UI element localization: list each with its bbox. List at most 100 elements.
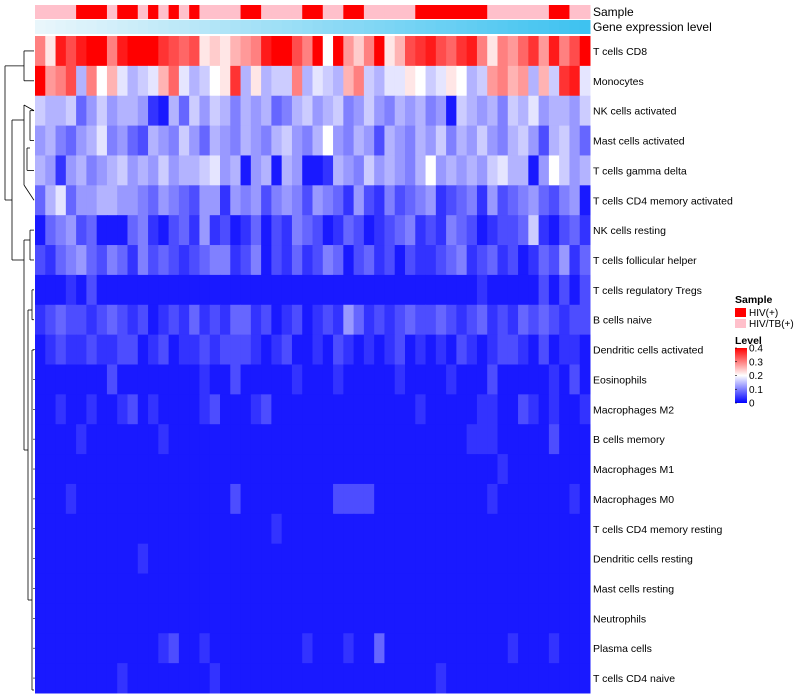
legend-hivtb-label: HIV/TB(+) bbox=[749, 319, 794, 330]
heatmap-cell bbox=[343, 573, 355, 604]
heatmap-cell bbox=[333, 36, 344, 67]
sample-annotation-cell bbox=[569, 5, 581, 19]
heatmap-cell bbox=[137, 125, 149, 156]
heatmap-cell bbox=[240, 543, 252, 575]
heatmap-cell bbox=[497, 245, 509, 276]
heatmap-cell bbox=[456, 454, 468, 485]
expression-annotation-cell bbox=[55, 20, 67, 34]
heatmap-cell bbox=[281, 155, 293, 186]
heatmap-cell bbox=[579, 633, 591, 664]
heatmap-cell bbox=[76, 394, 87, 425]
heatmap-cell bbox=[435, 65, 447, 97]
heatmap-cell bbox=[446, 215, 457, 246]
row-label: T cells CD4 memory resting bbox=[593, 524, 722, 536]
heatmap-cell bbox=[148, 95, 159, 127]
heatmap-cell bbox=[312, 36, 324, 67]
heatmap-cell bbox=[507, 334, 519, 365]
heatmap-cell bbox=[343, 36, 355, 67]
heatmap-cell bbox=[45, 394, 57, 425]
sample-annotation-cell bbox=[271, 5, 283, 19]
heatmap-cell bbox=[476, 274, 488, 306]
heatmap-cell bbox=[189, 245, 200, 276]
heatmap-cell bbox=[271, 215, 283, 246]
heatmap-cell bbox=[353, 663, 365, 694]
heatmap-cell bbox=[333, 125, 344, 156]
legend-level-tick-label: 0.1 bbox=[749, 385, 763, 396]
heatmap-cell bbox=[137, 334, 149, 365]
heatmap-cell bbox=[312, 454, 324, 485]
heatmap-cell bbox=[353, 185, 365, 216]
heatmap-cell bbox=[106, 125, 118, 156]
heatmap-cell bbox=[291, 454, 303, 485]
heatmap-cell bbox=[548, 155, 560, 186]
heatmap-cell bbox=[353, 543, 365, 575]
heatmap-cell bbox=[137, 185, 149, 216]
heatmap-cell bbox=[425, 36, 437, 67]
heatmap-cell bbox=[220, 125, 231, 156]
heatmap-cell bbox=[476, 304, 488, 336]
heatmap-cell bbox=[548, 543, 560, 575]
legend-level-tick-label: 0 bbox=[749, 399, 755, 410]
heatmap-cell bbox=[548, 215, 560, 246]
expression-annotation-cell bbox=[312, 20, 324, 34]
heatmap-cell bbox=[343, 155, 355, 186]
heatmap-cell bbox=[405, 274, 416, 306]
heatmap-cell bbox=[261, 36, 272, 67]
heatmap-cell bbox=[240, 364, 252, 395]
heatmap-cell bbox=[312, 334, 324, 365]
heatmap-cell bbox=[261, 304, 272, 336]
expression-annotation-cell bbox=[353, 20, 365, 34]
sample-annotation-cell bbox=[363, 5, 375, 19]
heatmap-cell bbox=[96, 274, 108, 306]
heatmap-cell bbox=[250, 125, 262, 156]
heatmap-cell bbox=[528, 603, 540, 634]
heatmap-cell bbox=[322, 364, 334, 395]
heatmap-cell bbox=[456, 215, 468, 246]
heatmap-cell bbox=[220, 573, 231, 604]
heatmap-cell bbox=[569, 215, 581, 246]
legend-hiv-label: HIV(+) bbox=[749, 308, 778, 319]
heatmap-cell bbox=[209, 364, 221, 395]
heatmap-cell bbox=[189, 274, 200, 306]
heatmap-cell bbox=[209, 603, 221, 634]
heatmap-cell bbox=[405, 304, 416, 336]
heatmap-cell bbox=[333, 364, 344, 395]
heatmap-cell bbox=[538, 424, 550, 455]
heatmap-cell bbox=[158, 603, 170, 634]
heatmap-cell bbox=[168, 603, 180, 634]
heatmap-cell bbox=[127, 603, 139, 634]
heatmap-cell bbox=[538, 125, 550, 156]
heatmap-cell bbox=[76, 573, 87, 604]
heatmap-cell bbox=[250, 633, 262, 664]
heatmap-cell bbox=[220, 543, 231, 575]
heatmap-cell bbox=[405, 185, 416, 216]
heatmap-cell bbox=[415, 185, 427, 216]
heatmap-cell bbox=[230, 125, 242, 156]
heatmap-cell bbox=[425, 573, 437, 604]
heatmap-cell bbox=[425, 364, 437, 395]
sample-annotation-cell bbox=[476, 5, 488, 19]
heatmap-cell bbox=[384, 304, 396, 336]
heatmap-cell bbox=[240, 424, 252, 455]
heatmap-cell bbox=[518, 663, 529, 694]
heatmap-cell bbox=[209, 155, 221, 186]
heatmap-cell bbox=[302, 185, 313, 216]
heatmap-cell bbox=[240, 245, 252, 276]
heatmap-cell bbox=[148, 334, 159, 365]
heatmap-cell bbox=[333, 95, 344, 127]
heatmap-cell bbox=[322, 454, 334, 485]
heatmap-cell bbox=[384, 125, 396, 156]
heatmap-cell bbox=[148, 633, 159, 664]
heatmap-cell bbox=[559, 513, 570, 545]
expression-annotation-cell bbox=[476, 20, 488, 34]
heatmap-cell bbox=[518, 454, 529, 485]
heatmap-cell bbox=[230, 603, 242, 634]
heatmap-cell bbox=[117, 304, 128, 336]
heatmap-cell bbox=[487, 95, 498, 127]
heatmap-cell bbox=[363, 603, 375, 634]
heatmap-cells bbox=[35, 36, 591, 694]
heatmap-cell bbox=[384, 215, 396, 246]
heatmap-cell bbox=[518, 424, 529, 455]
heatmap-cell bbox=[230, 633, 242, 664]
